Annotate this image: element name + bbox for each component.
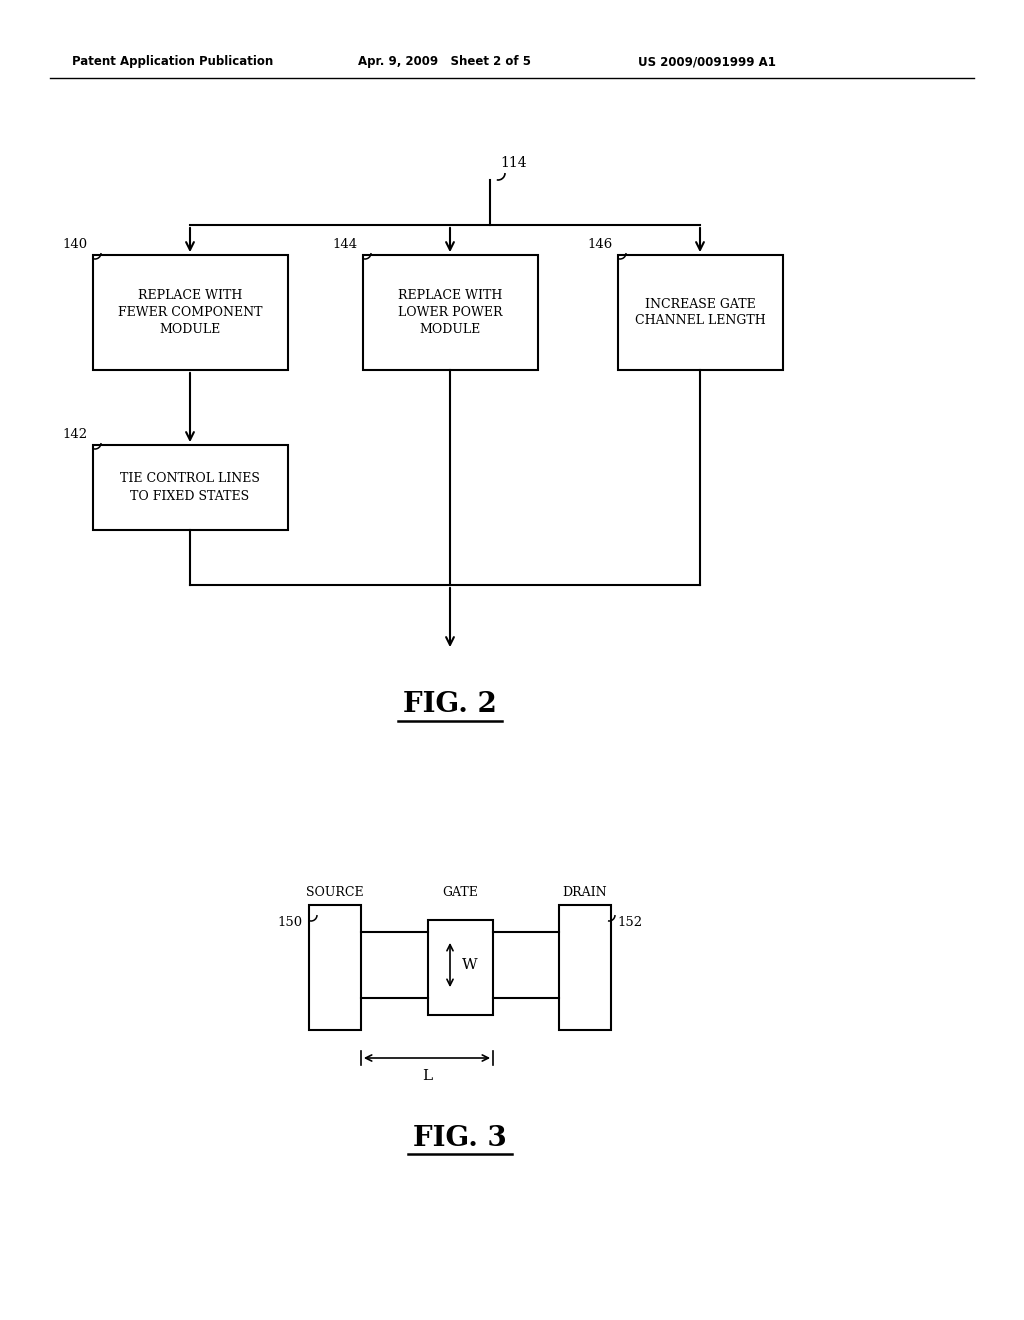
Text: 146: 146 — [588, 239, 613, 252]
Bar — [362, 255, 538, 370]
Text: L: L — [422, 1069, 432, 1082]
Text: 152: 152 — [617, 916, 642, 929]
Text: 140: 140 — [62, 239, 88, 252]
Text: W: W — [462, 958, 477, 972]
Text: 144: 144 — [333, 239, 358, 252]
Bar — [559, 906, 611, 1030]
Text: GATE: GATE — [442, 886, 478, 899]
Bar — [428, 920, 493, 1015]
Text: REPLACE WITH
LOWER POWER
MODULE: REPLACE WITH LOWER POWER MODULE — [397, 289, 502, 337]
Text: DRAIN: DRAIN — [562, 886, 607, 899]
Text: US 2009/0091999 A1: US 2009/0091999 A1 — [638, 55, 776, 69]
Text: INCREASE GATE
CHANNEL LENGTH: INCREASE GATE CHANNEL LENGTH — [635, 297, 765, 327]
Text: REPLACE WITH
FEWER COMPONENT
MODULE: REPLACE WITH FEWER COMPONENT MODULE — [118, 289, 262, 337]
Text: 150: 150 — [278, 916, 303, 929]
Text: Apr. 9, 2009   Sheet 2 of 5: Apr. 9, 2009 Sheet 2 of 5 — [358, 55, 531, 69]
Text: FIG. 2: FIG. 2 — [403, 692, 497, 718]
Bar — [618, 255, 783, 370]
Bar — [93, 445, 288, 531]
Text: 114: 114 — [500, 156, 526, 170]
Bar — [93, 255, 288, 370]
Text: TIE CONTROL LINES
TO FIXED STATES: TIE CONTROL LINES TO FIXED STATES — [120, 473, 260, 503]
Text: Patent Application Publication: Patent Application Publication — [72, 55, 273, 69]
Text: 142: 142 — [62, 429, 88, 441]
Bar — [309, 906, 361, 1030]
Text: FIG. 3: FIG. 3 — [413, 1125, 507, 1151]
Text: SOURCE: SOURCE — [306, 886, 364, 899]
